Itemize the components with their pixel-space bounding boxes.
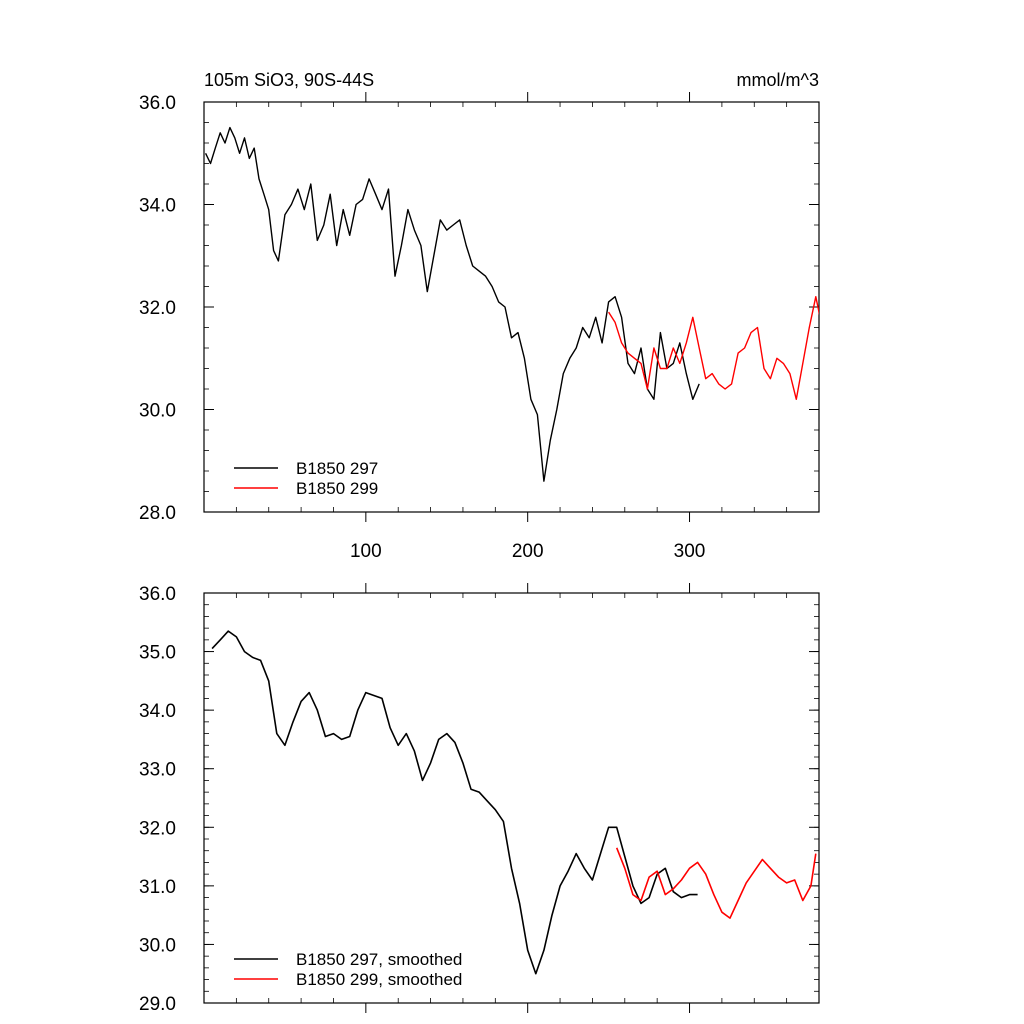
series-line-1 [204, 126, 700, 482]
bottom-plot-frame [203, 592, 820, 1004]
y-tick-label: 34.0 [139, 701, 176, 722]
bottom-series-group [211, 630, 817, 975]
legend-label-1: B1850 297, smoothed [296, 950, 462, 969]
y-tick-label: 36.0 [139, 584, 176, 605]
y-tick-label: 35.0 [139, 643, 176, 664]
bottom-panel: 29.0 30.0 31.0 32.0 33.0 34.0 35.0 36.0 B1850 2… [139, 583, 820, 1015]
x-tick-label: 200 [512, 541, 544, 562]
x-tick-label: 100 [350, 541, 382, 562]
series-line-2 [608, 296, 819, 400]
y-tick-label: 32.0 [139, 298, 176, 319]
series-line-2 [615, 847, 817, 919]
y-tick-label: 32.0 [139, 818, 176, 839]
top-panel-units: mmol/m^3 [737, 70, 819, 90]
y-tick-label: 34.0 [139, 196, 176, 217]
y-tick-label: 30.0 [139, 935, 176, 956]
y-tick-label: 31.0 [139, 877, 176, 898]
bottom-axis-ticks: 29.0 30.0 31.0 32.0 33.0 34.0 35.0 36.0 [139, 583, 819, 1015]
x-tick-label: 300 [674, 541, 706, 562]
legend-label-1: B1850 297 [296, 459, 378, 478]
top-plot-frame [203, 101, 820, 513]
top-series-group [204, 126, 819, 482]
top-panel: 105m SiO3, 90S-44S mmol/m^3 28.0 30.0 32.0… [139, 70, 820, 562]
legend-label-2: B1850 299 [296, 479, 378, 498]
y-tick-label: 28.0 [139, 503, 176, 524]
y-tick-label: 29.0 [139, 994, 176, 1015]
y-tick-label: 30.0 [139, 401, 176, 422]
y-tick-label: 33.0 [139, 760, 176, 781]
legend-label-2: B1850 299, smoothed [296, 970, 462, 989]
top-panel-title: 105m SiO3, 90S-44S [204, 70, 374, 90]
top-axis-ticks: 28.0 30.0 32.0 34.0 36.0 100 200 300 [139, 92, 819, 562]
y-tick-label: 36.0 [139, 93, 176, 114]
series-line-1 [211, 630, 698, 975]
